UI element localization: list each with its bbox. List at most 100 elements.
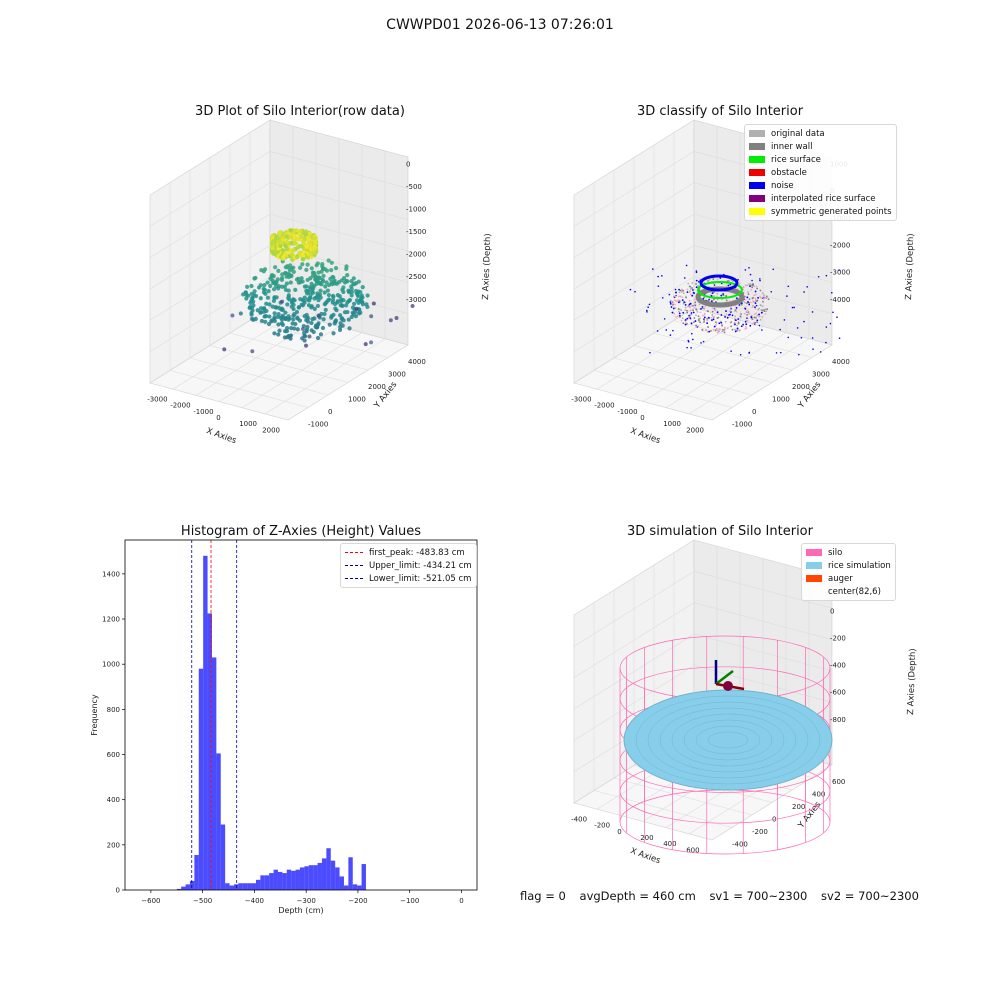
legend-swatch (806, 549, 822, 556)
legend-item: Upper_limit: -434.21 cm (345, 559, 472, 572)
data-point (735, 319, 737, 322)
data-point (305, 324, 310, 329)
histogram-bar (361, 864, 366, 890)
z-tick-label: -1500 (406, 228, 426, 236)
data-point (327, 322, 332, 327)
data-point (710, 294, 713, 297)
data-point (736, 297, 738, 300)
data-point (238, 311, 243, 316)
data-point (746, 320, 749, 322)
data-point (751, 306, 754, 309)
data-point (252, 289, 257, 294)
histogram-bar (326, 848, 331, 890)
data-point (253, 316, 258, 322)
data-point (715, 322, 718, 324)
data-point (253, 275, 258, 281)
data-point (763, 297, 765, 300)
plot-frame (124, 539, 478, 891)
data-point (369, 340, 374, 345)
histogram-bar (282, 873, 287, 890)
data-point (787, 285, 790, 288)
z-tick-label: -2500 (406, 273, 426, 281)
data-point (747, 310, 750, 313)
x-tick-label: 0 (617, 828, 621, 836)
data-point (276, 284, 282, 289)
data-point (302, 284, 308, 289)
data-point (283, 310, 288, 315)
data-point (695, 270, 698, 272)
data-point (290, 248, 296, 253)
data-point (690, 313, 693, 316)
data-point (740, 303, 743, 306)
data-point (284, 326, 290, 331)
data-point (279, 315, 285, 320)
data-point (716, 331, 719, 334)
x-tick-label: −100 (400, 897, 419, 905)
histogram-bar (299, 867, 305, 890)
data-point (321, 317, 326, 322)
histogram-bar (181, 886, 186, 890)
data-point (757, 296, 760, 299)
data-point (679, 295, 682, 298)
data-point (295, 316, 300, 321)
data-point (703, 296, 705, 299)
data-point (282, 329, 288, 334)
legend-swatch (806, 562, 822, 569)
data-point (744, 301, 746, 304)
data-point (760, 297, 762, 299)
legend-label: noise (771, 180, 794, 191)
grid-line (573, 571, 695, 647)
histogram-bar (357, 885, 362, 890)
data-point (718, 330, 720, 333)
data-point (812, 348, 814, 350)
data-point (273, 236, 279, 241)
data-point (629, 288, 632, 291)
data-point (353, 309, 358, 315)
y-tick-label: 1200 (102, 616, 120, 624)
data-point (752, 304, 754, 307)
data-point (679, 315, 681, 318)
data-point (710, 329, 712, 332)
data-point (330, 300, 335, 305)
data-point (736, 327, 739, 330)
data-point (262, 287, 267, 292)
x-tick-label: −200 (348, 897, 367, 905)
data-point (300, 279, 305, 284)
data-point (674, 299, 676, 302)
data-point (750, 316, 753, 319)
data-point (715, 328, 718, 330)
histogram-bar (343, 885, 349, 890)
histogram-bar (198, 668, 204, 890)
data-point (335, 293, 340, 298)
data-point (734, 323, 736, 326)
histogram-bar (348, 857, 353, 890)
data-point (315, 261, 320, 266)
data-point (346, 317, 351, 322)
data-point (288, 336, 293, 341)
legend-label: Upper_limit: -434.21 cm (369, 560, 472, 571)
status-footer: flag = 0 avgDepth = 460 cm sv1 = 700~230… (520, 889, 929, 903)
data-point (737, 278, 739, 281)
data-point (749, 324, 752, 327)
data-point (675, 316, 677, 318)
data-point (329, 313, 334, 319)
data-point (309, 305, 314, 310)
legend-item: Lower_limit: -521.05 cm (345, 572, 472, 585)
data-point (717, 313, 719, 315)
data-point (713, 316, 715, 319)
data-point (754, 302, 757, 305)
data-point (754, 306, 756, 309)
rice-mesh (647, 701, 809, 779)
data-point (694, 320, 697, 322)
data-point (310, 289, 315, 294)
data-point (293, 321, 298, 327)
data-point (703, 307, 706, 310)
data-point (296, 305, 301, 310)
data-point (694, 301, 697, 304)
data-point (349, 286, 354, 292)
data-point (698, 303, 701, 306)
data-point (369, 314, 374, 319)
data-point (677, 308, 680, 310)
data-point (686, 291, 689, 294)
data-point (295, 327, 300, 332)
